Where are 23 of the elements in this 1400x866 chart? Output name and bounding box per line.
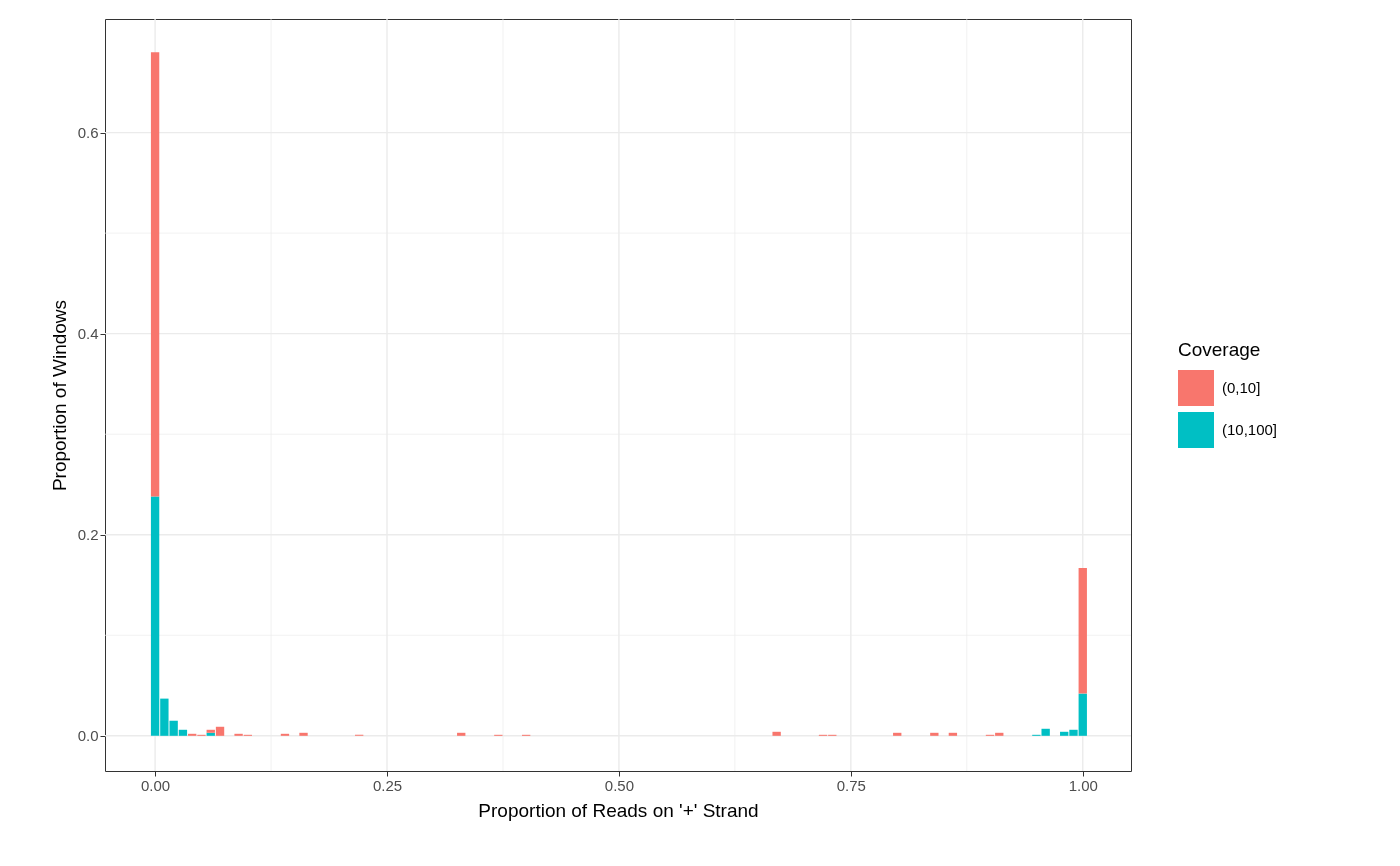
- x-tick-label: 0.75: [836, 776, 866, 794]
- x-tick-label: 0.25: [372, 776, 403, 794]
- y-tick-label: 0.6: [77, 124, 99, 142]
- x-tick-label: 0.50: [604, 776, 635, 794]
- y-tick-label: 0.0: [77, 727, 99, 745]
- legend-label: (0,10]: [1222, 379, 1261, 396]
- legend-label: (10,100]: [1222, 421, 1278, 438]
- x-tick-label: 0.00: [140, 776, 171, 794]
- x-axis-title: Proportion of Reads on '+' Strand: [478, 799, 759, 821]
- bar: [280, 733, 290, 736]
- bar: [299, 732, 308, 736]
- legend-title: Coverage: [1178, 339, 1261, 360]
- y-tick-label: 0.4: [77, 325, 99, 343]
- y-axis-title: Proportion of Windows: [48, 299, 70, 492]
- bar: [948, 732, 958, 736]
- bar: [772, 731, 781, 736]
- bar: [457, 732, 466, 736]
- y-tick-label: 0.2: [77, 526, 99, 544]
- bar: [1078, 567, 1087, 694]
- bar: [893, 732, 902, 736]
- x-tick-label: 1.00: [1068, 776, 1098, 794]
- bar: [930, 732, 939, 736]
- bar: [150, 52, 160, 497]
